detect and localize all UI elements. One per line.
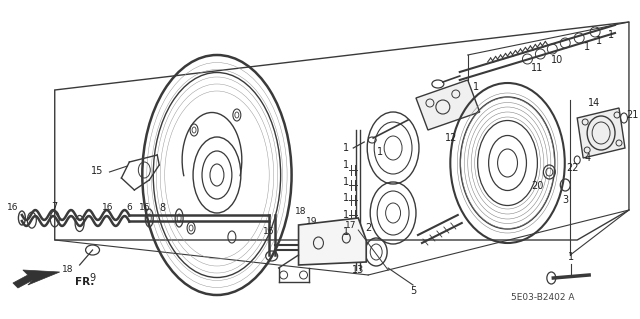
Text: 11: 11	[531, 63, 543, 73]
Text: 1: 1	[343, 143, 349, 153]
Polygon shape	[416, 80, 479, 130]
Text: 10: 10	[551, 55, 563, 65]
Text: 1: 1	[584, 42, 590, 52]
Text: 19: 19	[306, 218, 317, 226]
Text: FR.: FR.	[75, 277, 94, 287]
Text: 22: 22	[566, 163, 579, 173]
Text: 4: 4	[584, 153, 590, 163]
Text: 1: 1	[343, 210, 349, 220]
Text: 1: 1	[608, 30, 614, 40]
Text: 1: 1	[343, 177, 349, 187]
Text: 20: 20	[531, 181, 543, 191]
Text: 7: 7	[52, 202, 58, 212]
Text: 9: 9	[90, 273, 95, 283]
Text: 5: 5	[410, 286, 416, 296]
Text: 8: 8	[159, 203, 165, 213]
Text: 1: 1	[596, 36, 602, 46]
Polygon shape	[13, 270, 60, 288]
Text: 2: 2	[365, 223, 371, 233]
Text: 14: 14	[588, 98, 600, 108]
Text: 16: 16	[102, 203, 113, 211]
Text: 12: 12	[445, 133, 457, 143]
Text: 1: 1	[568, 252, 574, 262]
Text: 21: 21	[627, 110, 639, 120]
Text: 6: 6	[127, 203, 132, 211]
Text: 1: 1	[343, 193, 349, 203]
Bar	[307, 232, 346, 254]
Polygon shape	[577, 108, 625, 158]
Text: 1: 1	[472, 82, 479, 92]
Text: 1: 1	[343, 227, 349, 237]
Text: 18: 18	[295, 207, 307, 217]
Text: 1: 1	[343, 160, 349, 170]
Text: 5E03-B2402 A: 5E03-B2402 A	[511, 293, 574, 302]
Text: 13: 13	[352, 265, 364, 275]
Text: 18: 18	[62, 265, 74, 275]
Polygon shape	[298, 218, 366, 265]
Text: 1: 1	[377, 147, 383, 157]
Text: 16: 16	[7, 204, 19, 212]
Text: 17: 17	[344, 220, 356, 229]
Text: 16: 16	[263, 227, 275, 236]
Text: 15: 15	[92, 166, 104, 176]
Text: 3: 3	[562, 195, 568, 205]
Text: 16: 16	[138, 203, 150, 211]
